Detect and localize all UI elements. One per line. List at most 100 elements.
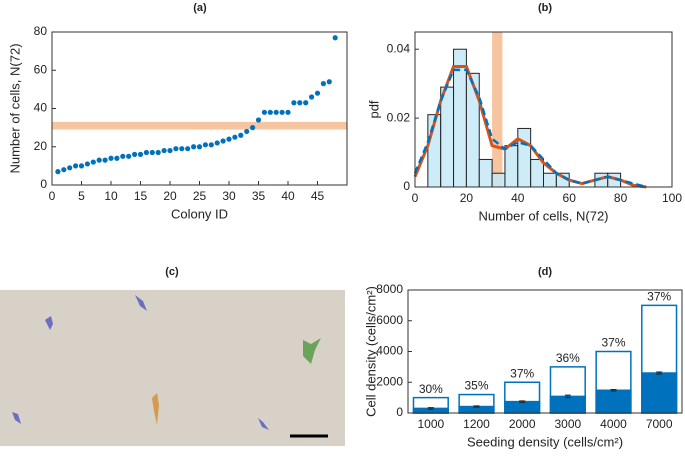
percent-label: 36% (556, 351, 580, 365)
point (202, 142, 208, 148)
point (114, 155, 120, 161)
error-bar (610, 388, 617, 392)
y-tick-label: 60 (34, 62, 48, 76)
point (279, 109, 285, 115)
hist-bar (440, 86, 455, 188)
cell (303, 338, 321, 364)
point (244, 128, 250, 135)
point (267, 109, 273, 115)
point (137, 151, 144, 157)
y-axis-label: Cell density (cells/cm²) (363, 286, 378, 417)
point (155, 149, 161, 156)
point (191, 144, 197, 150)
error-bar (656, 371, 663, 375)
x-tick-label: 1200 (463, 417, 490, 431)
x-tick-label: 40 (511, 191, 525, 205)
x-tick-label: 45 (311, 189, 325, 203)
hist-bar (543, 172, 557, 188)
plot-frame (414, 31, 673, 188)
panel-title: (b) (538, 2, 552, 14)
panel-title: (c) (165, 266, 179, 278)
point (149, 149, 155, 156)
point (214, 140, 220, 146)
bar (504, 400, 541, 414)
point (73, 163, 79, 169)
error-bar (473, 405, 480, 408)
point (220, 138, 226, 144)
cell (258, 418, 269, 430)
bar (549, 395, 586, 414)
point (314, 90, 321, 96)
y-tick-label: 40 (34, 101, 48, 115)
y-tick-label: 6000 (376, 313, 403, 327)
cell (12, 412, 21, 424)
point (196, 144, 203, 150)
point (84, 161, 90, 167)
x-tick-label: 0 (412, 191, 419, 205)
point (226, 136, 232, 142)
hist-bar (517, 127, 532, 188)
hist-bar (530, 158, 545, 188)
threshold-band (492, 32, 503, 187)
hist-bar (478, 158, 493, 188)
density-curve (413, 68, 647, 189)
y-tick-label: 0 (396, 405, 403, 419)
point (273, 109, 279, 115)
point (261, 109, 267, 115)
percent-label: 30% (419, 382, 443, 396)
error-bar (519, 400, 526, 403)
percent-label: 37% (647, 290, 671, 304)
panel-title: (a) (193, 2, 207, 14)
x-tick-label: 25 (193, 189, 207, 203)
x-tick-label: 0 (49, 189, 56, 203)
x-tick-label: 15 (134, 189, 148, 203)
point (132, 151, 138, 157)
point (291, 100, 297, 106)
point (297, 100, 303, 106)
point (208, 142, 214, 148)
error-bar (564, 394, 571, 399)
y-tick-label: 0.02 (387, 110, 411, 124)
x-tick-label: 2000 (509, 417, 536, 431)
point (96, 157, 102, 163)
percent-label: 35% (464, 379, 488, 393)
point (61, 167, 67, 173)
point (67, 165, 73, 171)
x-tick-label: 3000 (554, 417, 581, 431)
y-tick-label: 4000 (376, 344, 403, 358)
point (120, 153, 126, 159)
panel-title: (d) (538, 266, 552, 278)
x-axis-label: Number of cells, N(72) (478, 208, 608, 223)
percent-label: 37% (601, 336, 625, 350)
point (250, 125, 256, 131)
x-tick-label: 5 (78, 189, 85, 203)
point (303, 100, 309, 106)
error-bar (427, 407, 434, 410)
cell (135, 295, 147, 311)
point (167, 147, 173, 154)
y-tick-label: 20 (34, 139, 48, 153)
point (78, 163, 85, 169)
micrograph (0, 290, 345, 446)
y-tick-label: 0 (40, 177, 47, 191)
cell (45, 316, 53, 330)
x-axis-label: Seeding density (cells/cm²) (467, 434, 623, 449)
point (90, 159, 96, 165)
cell (152, 393, 159, 425)
threshold-band (52, 121, 347, 130)
percent-label: 37% (510, 366, 534, 380)
point (126, 153, 132, 159)
point (255, 117, 262, 123)
y-tick-label: 0.04 (387, 41, 411, 55)
point (309, 94, 315, 100)
y-tick-label: 80 (34, 24, 48, 38)
point (108, 155, 114, 161)
x-tick-label: 20 (163, 189, 177, 203)
hist-bar (504, 145, 519, 188)
point (55, 169, 61, 175)
x-tick-label: 1000 (417, 417, 444, 431)
y-axis-label: Number of cells, N(72) (7, 43, 22, 173)
x-tick-label: 20 (460, 191, 474, 205)
plot-frame (407, 289, 683, 414)
